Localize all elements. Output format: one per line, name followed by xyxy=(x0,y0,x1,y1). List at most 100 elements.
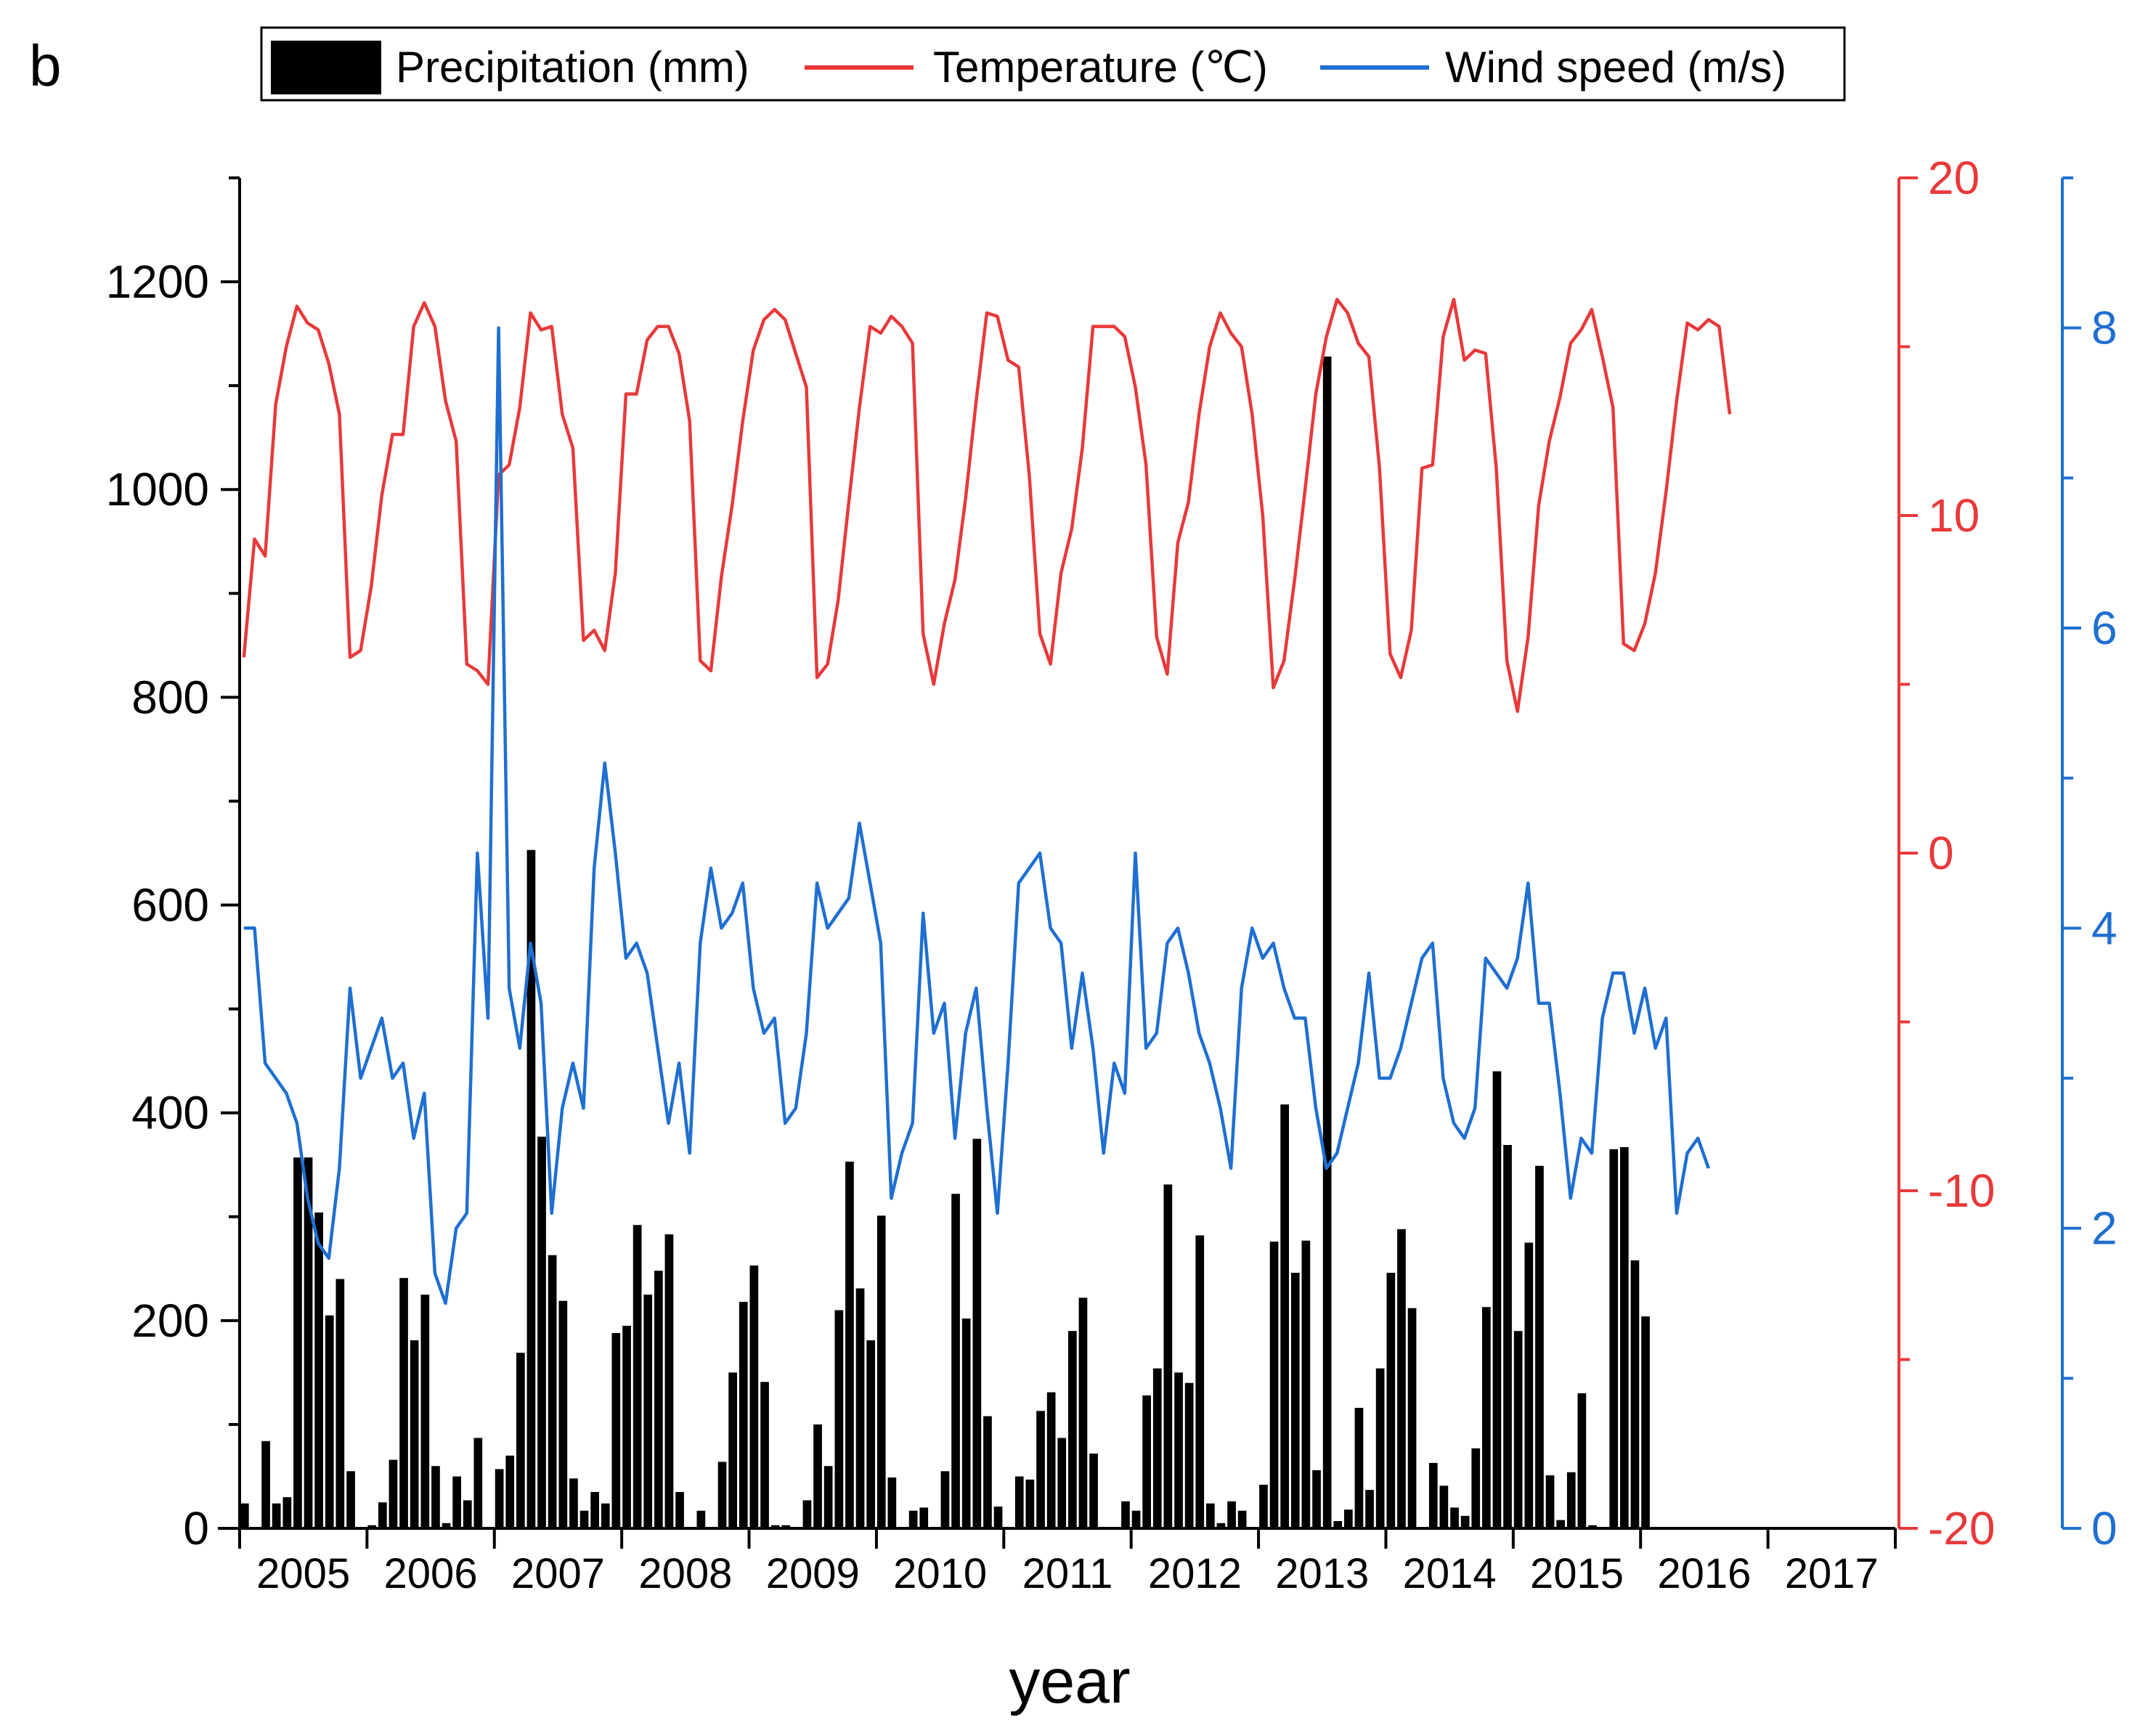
precipitation-bar xyxy=(866,1340,875,1528)
precipitation-bar xyxy=(1439,1486,1449,1528)
legend: Precipitation (mm) Temperature (℃) Wind … xyxy=(260,26,1846,102)
panel-label: b xyxy=(29,33,62,98)
precipitation-bar xyxy=(855,1288,865,1528)
precipitation-bar xyxy=(505,1455,515,1528)
precipitation-bar xyxy=(304,1157,313,1528)
x-tick-label: 2008 xyxy=(638,1550,732,1597)
precipitation-bar xyxy=(1545,1475,1555,1528)
precipitation-bar xyxy=(601,1503,610,1528)
x-tick-label: 2011 xyxy=(1022,1550,1113,1597)
precipitation-bar xyxy=(346,1471,355,1528)
left-axis: 0 200 400 600 800 1000 1200 xyxy=(106,176,241,1554)
precipitation-bar xyxy=(622,1326,631,1528)
precipitation-bar xyxy=(632,1225,642,1528)
tick-label: 6 xyxy=(2091,602,2118,654)
precipitation-bar xyxy=(240,1503,249,1528)
precipitation-bar xyxy=(1121,1501,1130,1528)
precipitation-bar xyxy=(1206,1503,1215,1528)
precipitation-bar xyxy=(728,1372,737,1528)
precipitation-bar xyxy=(442,1523,451,1528)
precipitation-bar xyxy=(1237,1510,1247,1528)
wind-speed-line xyxy=(243,326,1710,1305)
precipitation-bar xyxy=(770,1525,780,1528)
precipitation-bar xyxy=(1428,1462,1438,1528)
precipitation-bar xyxy=(1513,1331,1523,1528)
precipitation-bar xyxy=(261,1440,270,1528)
precipitation-bar xyxy=(1630,1260,1640,1528)
x-tick-label: 2014 xyxy=(1403,1550,1497,1597)
precipitation-bar xyxy=(1620,1146,1629,1528)
x-tick-label: 2015 xyxy=(1530,1550,1624,1597)
x-tick-label: 2009 xyxy=(766,1550,860,1597)
precipitation-bar xyxy=(845,1161,854,1528)
precipitation-bar xyxy=(1259,1484,1268,1528)
precipitation-bar xyxy=(516,1353,525,1528)
precipitation-bar xyxy=(367,1525,377,1528)
precipitation-bar xyxy=(272,1503,281,1528)
precipitation-bar xyxy=(696,1510,706,1528)
precipitation-bar xyxy=(813,1424,822,1528)
precipitation-bar xyxy=(1036,1411,1045,1528)
precipitation-bar xyxy=(1195,1235,1205,1528)
precipitation-bar xyxy=(1397,1228,1406,1528)
precipitation-bar xyxy=(452,1476,461,1528)
x-tick-label: 2010 xyxy=(893,1550,987,1597)
precipitation-bar xyxy=(654,1271,663,1528)
precipitation-bar xyxy=(781,1525,791,1528)
precipitation-bar xyxy=(1503,1145,1512,1528)
precipitation-bar xyxy=(1407,1308,1417,1528)
legend-swatch-precipitation xyxy=(271,41,381,94)
precipitation-bar xyxy=(739,1302,748,1528)
precipitation-bar xyxy=(1152,1368,1162,1528)
precipitation-bar xyxy=(876,1215,886,1528)
legend-label-temperature: Temperature (℃) xyxy=(933,43,1268,91)
precipitation-bar xyxy=(495,1469,504,1528)
precipitation-bar xyxy=(1301,1240,1311,1528)
precipitation-bar xyxy=(1460,1515,1470,1528)
precipitation-bar xyxy=(1078,1297,1088,1528)
precipitation-bar xyxy=(1174,1372,1183,1528)
precipitation-bar xyxy=(643,1295,653,1528)
precipitation-bar xyxy=(1025,1479,1035,1528)
legend-label-precipitation: Precipitation (mm) xyxy=(396,43,749,91)
precipitation-bars xyxy=(240,356,1650,1529)
precipitation-bar xyxy=(1269,1242,1279,1528)
precipitation-bar xyxy=(314,1213,323,1528)
tick-label: 400 xyxy=(131,1087,209,1139)
tick-label: 200 xyxy=(131,1295,209,1347)
precipitation-bar xyxy=(548,1255,557,1528)
right-axis-temperature: -20 -10 0 10 20 xyxy=(1897,152,1996,1554)
x-tick-label: 2013 xyxy=(1275,1550,1369,1597)
precipitation-bar xyxy=(1375,1368,1385,1528)
precipitation-bar xyxy=(1482,1307,1491,1528)
precipitation-bar xyxy=(823,1466,833,1528)
tick-label: 0 xyxy=(183,1502,209,1554)
x-tick-label: 2016 xyxy=(1657,1550,1751,1597)
precipitation-bar xyxy=(410,1340,419,1528)
tick-label: 1000 xyxy=(106,463,209,515)
precipitation-bar xyxy=(993,1507,1003,1528)
precipitation-bar xyxy=(293,1157,302,1528)
precipitation-bar xyxy=(972,1138,982,1528)
precipitation-bar xyxy=(1089,1454,1098,1528)
precipitation-bar xyxy=(1290,1273,1300,1528)
precipitation-bar xyxy=(1131,1510,1141,1528)
x-tick-label: 2007 xyxy=(511,1550,605,1597)
precipitation-bar xyxy=(463,1500,472,1528)
precipitation-bar xyxy=(473,1438,483,1528)
x-axis-title: year xyxy=(1009,1647,1130,1716)
precipitation-bar xyxy=(983,1416,992,1528)
precipitation-bar xyxy=(908,1510,918,1528)
precipitation-bar xyxy=(1641,1316,1650,1528)
precipitation-bar xyxy=(717,1462,727,1528)
precipitation-bar xyxy=(834,1310,844,1528)
precipitation-bar xyxy=(1609,1149,1619,1528)
precipitation-bar xyxy=(1216,1523,1226,1528)
precipitation-bar xyxy=(675,1491,684,1528)
precipitation-bar xyxy=(1057,1438,1067,1528)
precipitation-bar xyxy=(1344,1509,1353,1528)
precipitation-bar xyxy=(1333,1521,1343,1528)
tick-label: 0 xyxy=(1928,827,1954,879)
x-tick-label: 2005 xyxy=(256,1550,350,1597)
